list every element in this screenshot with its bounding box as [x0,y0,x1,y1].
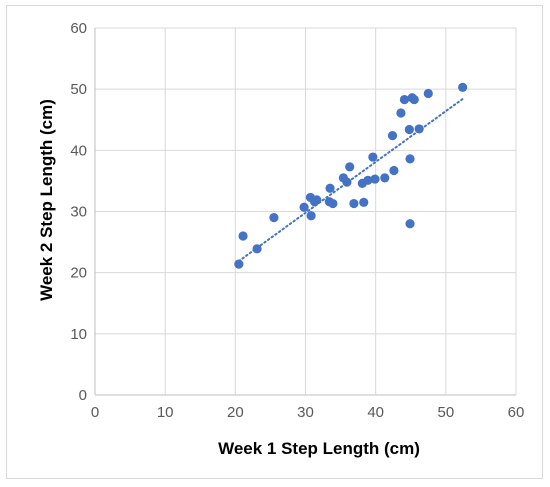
data-point [380,173,390,183]
x-axis-title: Week 1 Step Length (cm) [218,439,420,458]
data-point [345,162,355,172]
data-point [325,183,335,193]
data-point [252,244,262,254]
y-axis-title: Week 2 Step Length (cm) [37,99,56,301]
data-point [306,211,316,221]
data-point [399,94,410,105]
data-point [409,94,419,105]
scatter-plot: 0 10 20 30 40 50 60 0 10 20 30 40 50 60 Week 1 Step L… [37,20,524,458]
data-point [458,82,468,92]
x-tick-label: 0 [91,404,99,421]
data-point [405,154,415,164]
x-tick-label: 20 [227,404,244,421]
data-point [312,195,322,205]
data-point [349,198,359,209]
data-point [299,202,309,212]
trendline [237,97,464,263]
x-tick-label: 50 [437,404,454,421]
y-tick-label: 40 [70,142,87,159]
data-point [396,108,406,118]
y-tick-label: 0 [79,387,87,404]
data-point [368,152,378,162]
data-point [363,175,373,185]
x-tick-label: 30 [297,404,314,421]
data-point [370,174,380,184]
data-point [238,231,248,241]
data-point [389,165,399,176]
data-points [234,82,468,269]
data-point [269,213,279,223]
y-tick-label: 20 [70,265,87,282]
data-point [234,259,244,269]
gridlines [94,27,517,396]
y-tick-label: 50 [70,81,87,98]
x-tick-label: 40 [367,404,384,421]
y-tick-label: 60 [70,20,87,37]
data-point [342,177,352,187]
y-tick-label: 30 [70,204,87,221]
chart-frame: 0 10 20 30 40 50 60 0 10 20 30 40 50 60 Week 1 Step L… [6,5,543,479]
data-point [414,124,424,134]
x-tick-label: 60 [508,404,525,421]
tick-labels: 0 10 20 30 40 50 60 0 10 20 30 40 50 60 [70,20,524,421]
data-point [404,124,414,135]
x-tick-label: 10 [157,404,174,421]
data-point [423,88,433,99]
data-point [405,219,415,229]
y-tick-label: 10 [70,326,87,343]
data-point [328,198,338,209]
data-point [359,197,369,207]
trendline-layer [237,97,464,263]
data-point [387,131,398,141]
